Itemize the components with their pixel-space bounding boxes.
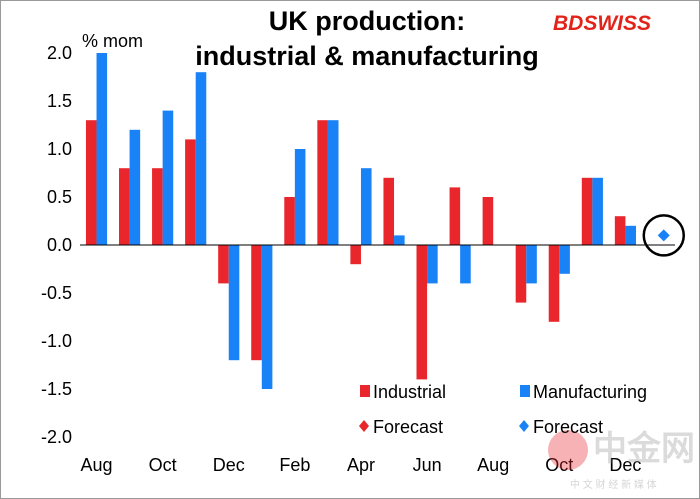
watermark-logo-icon xyxy=(548,430,588,470)
bar-manufacturing xyxy=(228,245,240,361)
chart-title-line1: UK production: xyxy=(269,6,465,36)
watermark: 中金网 中 文 财 经 新 媒 体 xyxy=(548,429,695,491)
bar-manufacturing xyxy=(592,177,603,245)
bar-manufacturing xyxy=(460,245,471,284)
y-tick-label: 1.5 xyxy=(47,91,72,111)
bar-industrial xyxy=(548,245,560,322)
bar-industrial xyxy=(383,177,395,245)
x-tick-label: Dec xyxy=(609,455,641,475)
legend-swatch-manufacturing xyxy=(520,385,530,397)
bar-manufacturing xyxy=(427,245,438,284)
bar-industrial xyxy=(119,168,130,245)
legend-label-industrial-forecast: Forecast xyxy=(373,417,443,437)
forecast-point-manufacturing xyxy=(657,229,670,242)
forecast-highlight-circle xyxy=(642,214,686,257)
legend-swatch-industrial xyxy=(360,385,370,397)
bdswiss-logo: BDSWISS xyxy=(553,12,651,35)
bar-industrial xyxy=(284,197,295,245)
bar-industrial xyxy=(581,177,593,245)
watermark-subtext: 中 文 财 经 新 媒 体 xyxy=(570,478,657,491)
bar-manufacturing xyxy=(526,245,537,284)
y-tick-label: -2.0 xyxy=(41,427,72,447)
y-tick-label: 0.5 xyxy=(47,187,72,207)
bar-industrial xyxy=(614,216,626,245)
y-tick-label: 1.0 xyxy=(47,139,72,159)
bar-manufacturing xyxy=(195,72,207,245)
legend-label-industrial: Industrial xyxy=(373,382,446,402)
bar-manufacturing xyxy=(360,168,372,245)
legend-diamond-manufacturing-forecast xyxy=(519,420,529,432)
y-tick-label: 0.0 xyxy=(47,235,72,255)
x-tick-label: Aug xyxy=(81,455,113,475)
bar-manufacturing xyxy=(559,245,570,274)
y-tick-label: -0.5 xyxy=(41,283,72,303)
legend-diamond-industrial-forecast xyxy=(359,420,369,432)
y-tick-label: 2.0 xyxy=(47,43,72,63)
bar-manufacturing xyxy=(129,129,141,245)
bar-industrial xyxy=(85,120,97,245)
bar-industrial xyxy=(416,245,428,380)
bar-industrial xyxy=(152,168,163,245)
bar-industrial xyxy=(449,187,461,245)
x-tick-label: Oct xyxy=(545,455,573,475)
x-tick-label: Jun xyxy=(413,455,442,475)
watermark-text: 中金网 xyxy=(593,429,695,468)
y-axis-label: % mom xyxy=(82,31,143,51)
x-tick-label: Oct xyxy=(149,455,177,475)
bar-manufacturing xyxy=(162,110,174,245)
x-tick-label: Feb xyxy=(279,455,310,475)
bar-industrial xyxy=(251,245,262,361)
y-tick-label: -1.5 xyxy=(41,379,72,399)
y-tick-label: -1.0 xyxy=(41,331,72,351)
legend-label-manufacturing: Manufacturing xyxy=(533,382,647,402)
bar-manufacturing xyxy=(294,149,306,245)
bar-manufacturing xyxy=(625,225,636,245)
x-tick-label: Dec xyxy=(213,455,245,475)
bar-industrial xyxy=(185,139,196,245)
bar-manufacturing xyxy=(327,120,339,245)
bar-manufacturing xyxy=(394,235,405,245)
x-tick-label: Aug xyxy=(477,455,509,475)
chart-title-line2: industrial & manufacturing xyxy=(195,41,539,71)
bar-industrial xyxy=(317,120,328,245)
bar-manufacturing xyxy=(96,53,108,245)
bar-manufacturing xyxy=(261,245,273,389)
x-tick-label: Apr xyxy=(347,455,375,475)
bar-industrial xyxy=(515,245,527,303)
logo-text: BDSWISS xyxy=(553,12,651,35)
bar-industrial xyxy=(350,245,361,265)
bar-industrial xyxy=(218,245,229,284)
bar-industrial xyxy=(482,197,494,245)
legend-label-manufacturing-forecast: Forecast xyxy=(533,417,603,437)
legend: Industrial Manufacturing Forecast Foreca… xyxy=(359,382,647,437)
